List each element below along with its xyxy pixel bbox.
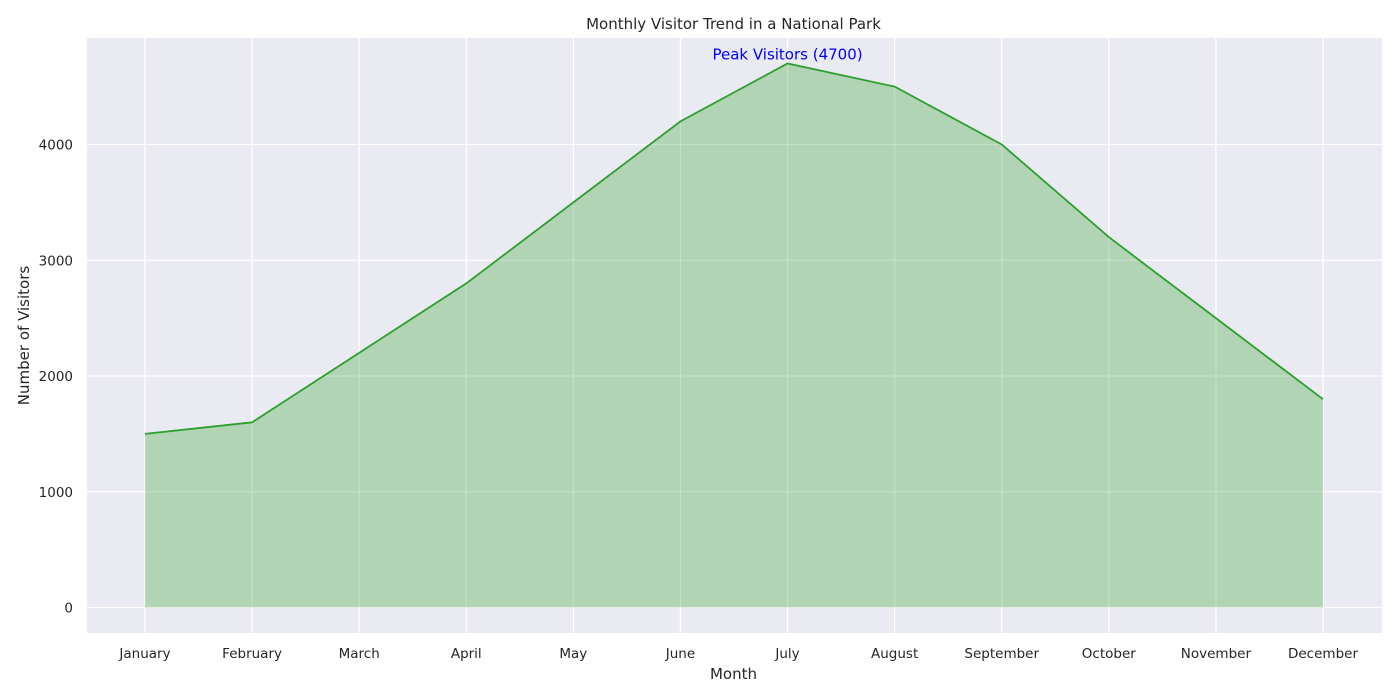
x-tick-label: December (1288, 646, 1358, 662)
x-tick-label: November (1181, 646, 1252, 662)
grid-overlay (144, 63, 1324, 609)
x-tick-label: March (339, 646, 380, 662)
y-axis-ticks: 0 1000 2000 3000 4000 (39, 137, 73, 616)
x-tick-label: September (964, 646, 1039, 662)
series-line (144, 62, 1324, 435)
y-tick-label: 3000 (39, 253, 73, 269)
x-tick-label: June (665, 646, 695, 662)
x-tick-label: August (871, 646, 918, 662)
y-tick-label: 4000 (39, 137, 73, 153)
area-fill (145, 63, 1323, 608)
x-tick-label: February (222, 646, 282, 662)
x-tick-label: October (1082, 646, 1136, 662)
y-tick-label: 1000 (39, 485, 73, 501)
y-tick-label: 2000 (39, 369, 73, 385)
x-tick-label: April (451, 646, 482, 662)
peak-annotation: Peak Visitors (4700) (712, 45, 862, 63)
x-tick-label: July (774, 646, 799, 662)
y-tick-label: 0 (64, 601, 73, 617)
x-tick-label: January (118, 646, 170, 662)
x-tick-label: May (559, 646, 587, 662)
x-axis-ticks: January February March April May June July Augu… (118, 646, 1358, 662)
y-axis-label: Number of Visitors (15, 266, 33, 406)
chart-title: Monthly Visitor Trend in a National Park (586, 15, 881, 33)
x-axis-label: Month (710, 665, 757, 683)
